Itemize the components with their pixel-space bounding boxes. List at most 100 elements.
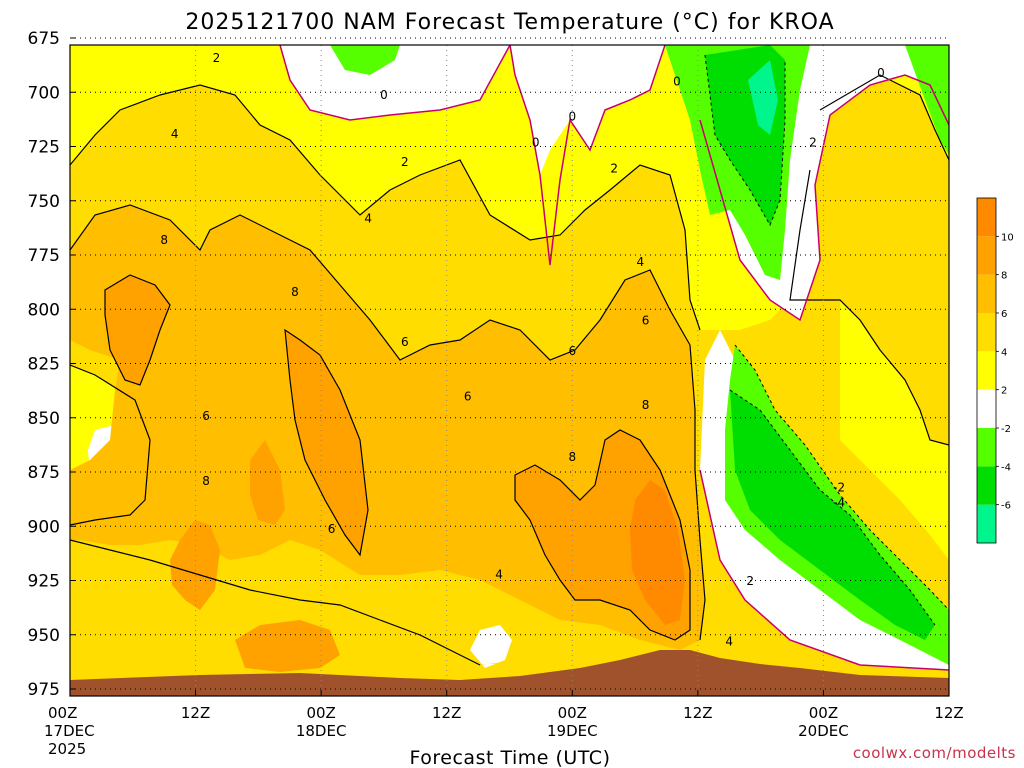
x-tick-label: 12Z: [683, 704, 712, 722]
color-bar-swatch: [977, 198, 996, 237]
terrain-ground: [70, 650, 949, 696]
y-tick-label: 925: [28, 572, 60, 592]
contour-line: [279, 45, 511, 121]
band-8-10-blob-6: [235, 620, 340, 672]
band-green-upper-right: [905, 45, 949, 155]
y-tick-label: 975: [28, 680, 60, 700]
contour-value-label: 8: [291, 285, 299, 299]
contour-value-label: 0: [673, 75, 681, 89]
x-tick-label: 12Z: [934, 704, 963, 722]
plot-frame: [69, 44, 950, 697]
contour-line: [789, 169, 949, 446]
contour-value-label: 8: [568, 450, 576, 464]
color-bar-label: 10: [1001, 232, 1014, 243]
x-tick-label: 00Z: [558, 704, 587, 722]
credit-text: coolwx.com/modelts: [853, 744, 1016, 762]
x-tick-date-label: 19DEC: [547, 722, 598, 740]
contour-line: [819, 74, 949, 161]
zero-degree-contour: [279, 45, 949, 671]
y-tick-label: 775: [28, 246, 60, 266]
y-tick-label: 725: [28, 138, 60, 158]
color-bar-label: 8: [1001, 271, 1007, 282]
color-bar-swatch: [977, 274, 996, 313]
contour-value-label: 6: [401, 335, 409, 349]
contour-value-label: 6: [328, 522, 336, 536]
color-bar: -6 -4 -2 2 4 6 8 10: [976, 197, 1014, 544]
y-tick-label: 900: [28, 517, 60, 537]
color-bar-swatch: [977, 389, 996, 428]
band-8-10-blob-3: [250, 440, 285, 525]
contour-value-label: 2: [809, 136, 817, 150]
band-darkgreen-lower: [730, 390, 935, 640]
contour-value-label: 6: [642, 313, 650, 327]
y-tick-label: 850: [28, 409, 60, 429]
y-axis: 675 700 725 750 775 800 825 850 875 900 925 950 975: [28, 29, 76, 700]
contour-value-label: 2: [746, 574, 754, 588]
contour-value-label: 6: [464, 389, 472, 403]
band-4-6-lower: [70, 540, 700, 680]
color-bar-swatch: [977, 466, 996, 505]
x-tick-date-label: 20DEC: [798, 722, 849, 740]
color-bar-label: -6: [1001, 501, 1011, 512]
color-bar-swatch: [977, 236, 996, 275]
color-bar-label: 2: [1001, 386, 1007, 397]
contour-value-label: 2: [401, 155, 409, 169]
contour-line: [509, 45, 666, 266]
x-axis-label: Forecast Time (UTC): [410, 747, 611, 768]
color-bar-label: -4: [1001, 462, 1011, 473]
x-tick-label: 00Z: [48, 704, 77, 722]
contour-value-label: 6: [568, 344, 576, 358]
x-tick-year-label: 2025: [48, 740, 86, 758]
color-bar-swatch: [977, 428, 996, 467]
contour-value-label: 2: [610, 162, 618, 176]
color-bar-frame: [976, 197, 997, 544]
band-2-4-right: [840, 300, 949, 560]
band-8-10-blob-2: [285, 330, 368, 555]
y-tick-label: 675: [28, 29, 60, 49]
contour-line: [104, 274, 171, 386]
x-tick-date-label: 17DEC: [44, 722, 95, 740]
color-bar-label: 6: [1001, 309, 1007, 320]
contour-line: [729, 389, 936, 626]
color-bar-swatch: [977, 504, 996, 543]
contour-value-label: 8: [160, 233, 168, 247]
contour-value-label: 6: [202, 409, 210, 423]
y-tick-label: 825: [28, 355, 60, 375]
y-tick-label: 700: [28, 83, 60, 103]
contour-value-label: 4: [636, 255, 644, 269]
contour-value-label: 0: [380, 88, 388, 102]
contour-value-label: 8: [202, 474, 210, 488]
contour-value-label: -2: [833, 481, 845, 495]
contour-value-label: 2: [213, 51, 221, 65]
contour-value-label: 4: [171, 127, 179, 141]
contour-line: [699, 469, 949, 671]
contour-line: [70, 539, 481, 666]
contour-value-label: 0: [532, 136, 540, 150]
y-tick-label: 800: [28, 300, 60, 320]
contour-line: [70, 84, 701, 331]
color-bar-label: -2: [1001, 424, 1011, 435]
band-green-upper: [330, 45, 400, 75]
contour-value-label: 4: [725, 635, 733, 649]
contour-value-label: 4: [364, 211, 372, 225]
contour-line: [704, 54, 786, 227]
x-tick-date-label: 18DEC: [296, 722, 347, 740]
band-8-10-blob-4: [170, 520, 220, 610]
y-tick-label: 750: [28, 192, 60, 212]
y-tick-label: 950: [28, 626, 60, 646]
band-aqua: [748, 60, 778, 135]
y-tick-label: 875: [28, 463, 60, 483]
color-bar-swatch: [977, 313, 996, 352]
contour-line: [70, 364, 151, 526]
contour-value-label: -4: [833, 496, 845, 510]
x-tick-label: 00Z: [306, 704, 335, 722]
contour-line: [284, 328, 369, 557]
contour-line: [699, 74, 949, 322]
x-tick-label: 12Z: [432, 704, 461, 722]
band-8-10-blob-1: [105, 275, 170, 385]
contour-lines: [70, 74, 949, 666]
contour-value-label: 0: [568, 109, 576, 123]
band-white-blob-2: [470, 625, 512, 668]
